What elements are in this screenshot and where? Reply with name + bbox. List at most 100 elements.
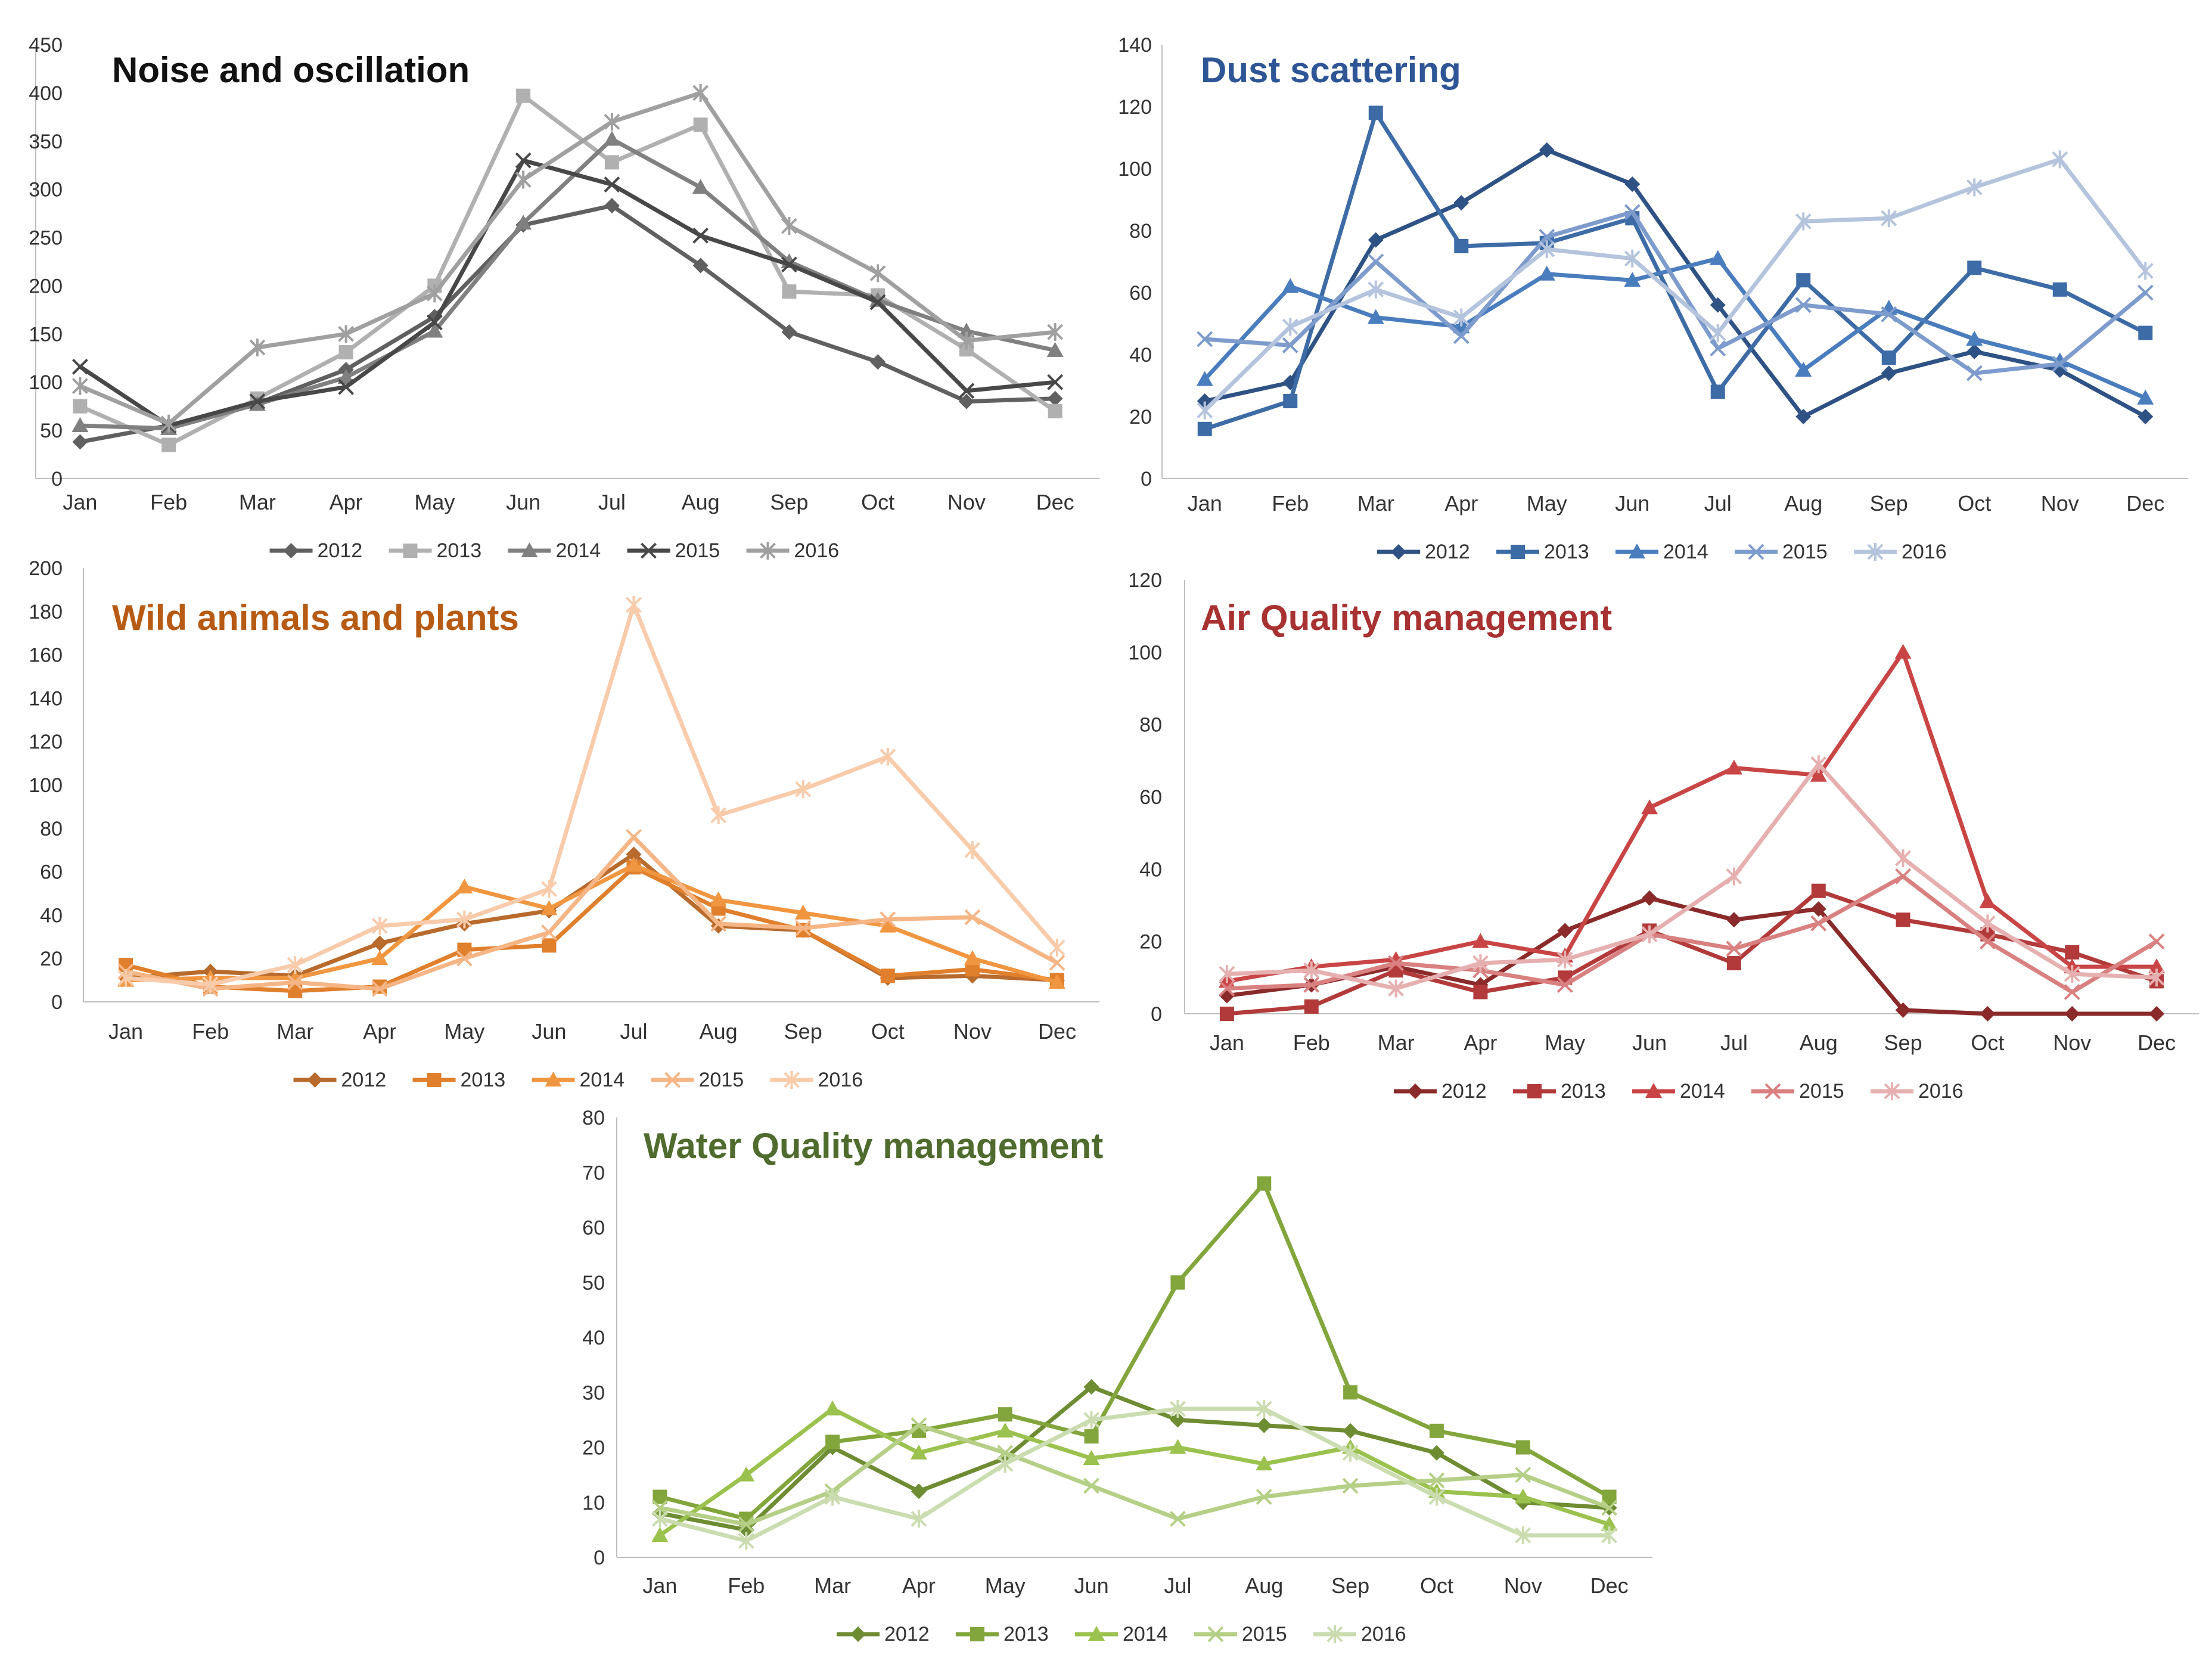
noise-and-oscillation-x-tick-label: Jan <box>63 490 97 514</box>
water-quality-management-series-2016-point <box>1428 1488 1445 1506</box>
dust-scattering-series-2012-point <box>1881 365 1897 381</box>
wild-animals-and-plants-y-tick-label: 200 <box>29 557 63 580</box>
dust-scattering-x-tick-label: Apr <box>1444 491 1478 516</box>
air-quality-management-series-2014-point <box>1472 933 1489 948</box>
noise-and-oscillation-legend-marker <box>760 542 776 560</box>
wild-animals-and-plants-series-2016-point <box>287 956 303 974</box>
noise-and-oscillation-y-tick-label: 150 <box>29 323 63 346</box>
air-quality-management-y-tick-label: 0 <box>1151 1003 1162 1026</box>
air-quality-management-series-2016-point <box>1641 925 1658 943</box>
dust-scattering-y-tick-label: 80 <box>1129 220 1152 243</box>
dust-scattering-series-2012-point <box>1795 409 1812 424</box>
dust-scattering-series-2015-point <box>1795 297 1812 313</box>
noise-and-oscillation-chart-title: Noise and oscillation <box>112 50 470 90</box>
wild-animals-and-plants-series-2016-point <box>626 595 642 614</box>
dust-scattering-x-tick-label: Feb <box>1272 491 1309 516</box>
air-quality-management-legend-marker <box>1527 1084 1542 1098</box>
wild-animals-and-plants-series-2016-point <box>964 841 981 859</box>
water-quality-management-series-2015-point <box>1601 1500 1617 1516</box>
air-quality-management-series-2016-point <box>1810 755 1827 774</box>
water-quality-management-series-2014-point <box>1256 1455 1273 1471</box>
water-quality-management-x-tick-label: Mar <box>814 1573 851 1598</box>
noise-and-oscillation-legend-label: 2016 <box>794 539 840 562</box>
dust-scattering-x-tick-label: Mar <box>1357 491 1394 516</box>
air-quality-management-legend-label: 2016 <box>1918 1080 1964 1103</box>
dust-scattering-series-2015-point <box>1453 328 1470 344</box>
dust-scattering-legend-marker <box>1511 545 1525 559</box>
dust-scattering-series-2014-line <box>1203 256 2148 401</box>
noise-and-oscillation-series-2015-point <box>1047 374 1064 390</box>
water-quality-management-chart: 0 10 20 30 40 50 60 70 80 Jan Feb Mar Apr May Jun Jul Au… <box>582 1107 1652 1646</box>
wild-animals-and-plants-series-2015-point <box>710 915 727 932</box>
air-quality-management-series-2016-point <box>1726 867 1742 886</box>
air-quality-management-x-tick-label: Dec <box>2138 1030 2176 1055</box>
wild-animals-and-plants-series-2016-point <box>1049 939 1065 957</box>
dust-scattering-series-2014-point <box>1624 272 1641 287</box>
wild-animals-and-plants-x-tick-label: May <box>444 1019 484 1044</box>
noise-and-oscillation-x-tick-label: Sep <box>770 490 808 514</box>
dust-scattering-series-2015-point <box>1881 306 1897 322</box>
wild-animals-and-plants-legend-label: 2014 <box>580 1069 625 1091</box>
noise-and-oscillation-series-2015-point <box>515 152 532 169</box>
water-quality-management-series-2016-line <box>657 1407 1612 1543</box>
dust-scattering-series-2016-point <box>1710 324 1726 342</box>
air-quality-management-legend-marker <box>1408 1084 1423 1099</box>
water-quality-management-series-2016-point <box>911 1510 927 1528</box>
water-quality-management-series-2016-point <box>738 1532 754 1550</box>
air-quality-management-y-tick-label: 120 <box>1128 569 1162 592</box>
dust-scattering-series-2016-point <box>1539 240 1555 259</box>
noise-and-oscillation-series-2014-point <box>426 322 443 338</box>
noise-and-oscillation-legend-marker <box>283 543 299 558</box>
dust-scattering-series-2016-point <box>1881 209 1897 228</box>
air-quality-management-series-2015-point <box>1895 868 1911 884</box>
water-quality-management-x-tick-label: Jun <box>1074 1573 1109 1598</box>
air-quality-management-series-2013-point <box>2065 945 2080 960</box>
wild-animals-and-plants-y-tick-label: 60 <box>40 861 63 884</box>
water-quality-management-series-2014-point <box>824 1400 841 1415</box>
noise-and-oscillation-series-2016-point <box>160 414 177 433</box>
wild-animals-and-plants-legend-label: 2016 <box>818 1069 863 1091</box>
air-quality-management-x-tick-label: Aug <box>1800 1030 1838 1055</box>
noise-and-oscillation-series-2013-line <box>77 94 1058 447</box>
dust-scattering-legend-label: 2014 <box>1663 541 1708 563</box>
air-quality-management-x-tick-label: Sep <box>1884 1030 1922 1055</box>
dust-scattering-series-2012-point <box>1453 195 1470 211</box>
wild-animals-and-plants-series-2016-point <box>880 747 896 766</box>
noise-and-oscillation-legend-marker <box>403 544 418 558</box>
wild-animals-and-plants-series-2013-line <box>123 865 1060 994</box>
wild-animals-and-plants-series-2012-point <box>626 846 642 862</box>
wild-animals-and-plants-series-2014-point <box>794 904 812 920</box>
wild-animals-and-plants-series-2014-point <box>371 950 389 966</box>
air-quality-management-series-2012-point <box>1557 923 1573 939</box>
dust-scattering-series-2015-point <box>1624 204 1641 221</box>
dust-scattering-series-2016-point <box>1966 178 1983 197</box>
wild-animals-and-plants-series-2016-line <box>123 603 1060 987</box>
dust-scattering-x-tick-label: Aug <box>1784 491 1822 516</box>
noise-and-oscillation-series-2013-point <box>338 345 353 360</box>
air-quality-management-x-tick-label: Jun <box>1632 1030 1667 1055</box>
air-quality-management-series-2014-point <box>1810 766 1827 782</box>
water-quality-management-legend-marker <box>1088 1626 1105 1641</box>
water-quality-management-series-2016-point <box>824 1488 841 1506</box>
noise-and-oscillation-series-2012-point <box>781 324 797 340</box>
water-quality-management-series-2016-point <box>652 1510 668 1528</box>
air-quality-management-y-tick-label: 80 <box>1139 714 1162 737</box>
noise-and-oscillation-y-tick-label: 0 <box>51 468 63 490</box>
air-quality-management-x-tick-label: Nov <box>2053 1030 2091 1055</box>
wild-animals-and-plants-legend-marker <box>545 1072 562 1086</box>
air-quality-management-y-tick-label: 100 <box>1128 641 1162 664</box>
water-quality-management-x-tick-label: Dec <box>1590 1573 1629 1598</box>
dust-scattering-legend: 2012 2013 2014 2015 2016 <box>1377 541 1947 563</box>
dust-scattering-y-tick-label: 20 <box>1129 406 1152 429</box>
noise-and-oscillation-series-2013-point <box>693 117 708 132</box>
noise-and-oscillation-y-tick-label: 100 <box>29 371 63 394</box>
air-quality-management-x-tick-label: Apr <box>1464 1030 1497 1055</box>
noise-and-oscillation-series-2013-point <box>161 437 176 452</box>
wild-animals-and-plants-legend-marker <box>664 1072 681 1088</box>
air-quality-management-series-2013-line <box>1225 889 2159 1016</box>
dust-scattering-series-2014-point <box>1367 309 1384 324</box>
wild-animals-and-plants-series-2016-point <box>117 968 134 987</box>
dust-scattering-series-2012-point <box>1966 343 1983 359</box>
water-quality-management-x-tick-label: Oct <box>1420 1573 1453 1598</box>
wild-animals-and-plants-y-tick-label: 80 <box>40 818 63 840</box>
